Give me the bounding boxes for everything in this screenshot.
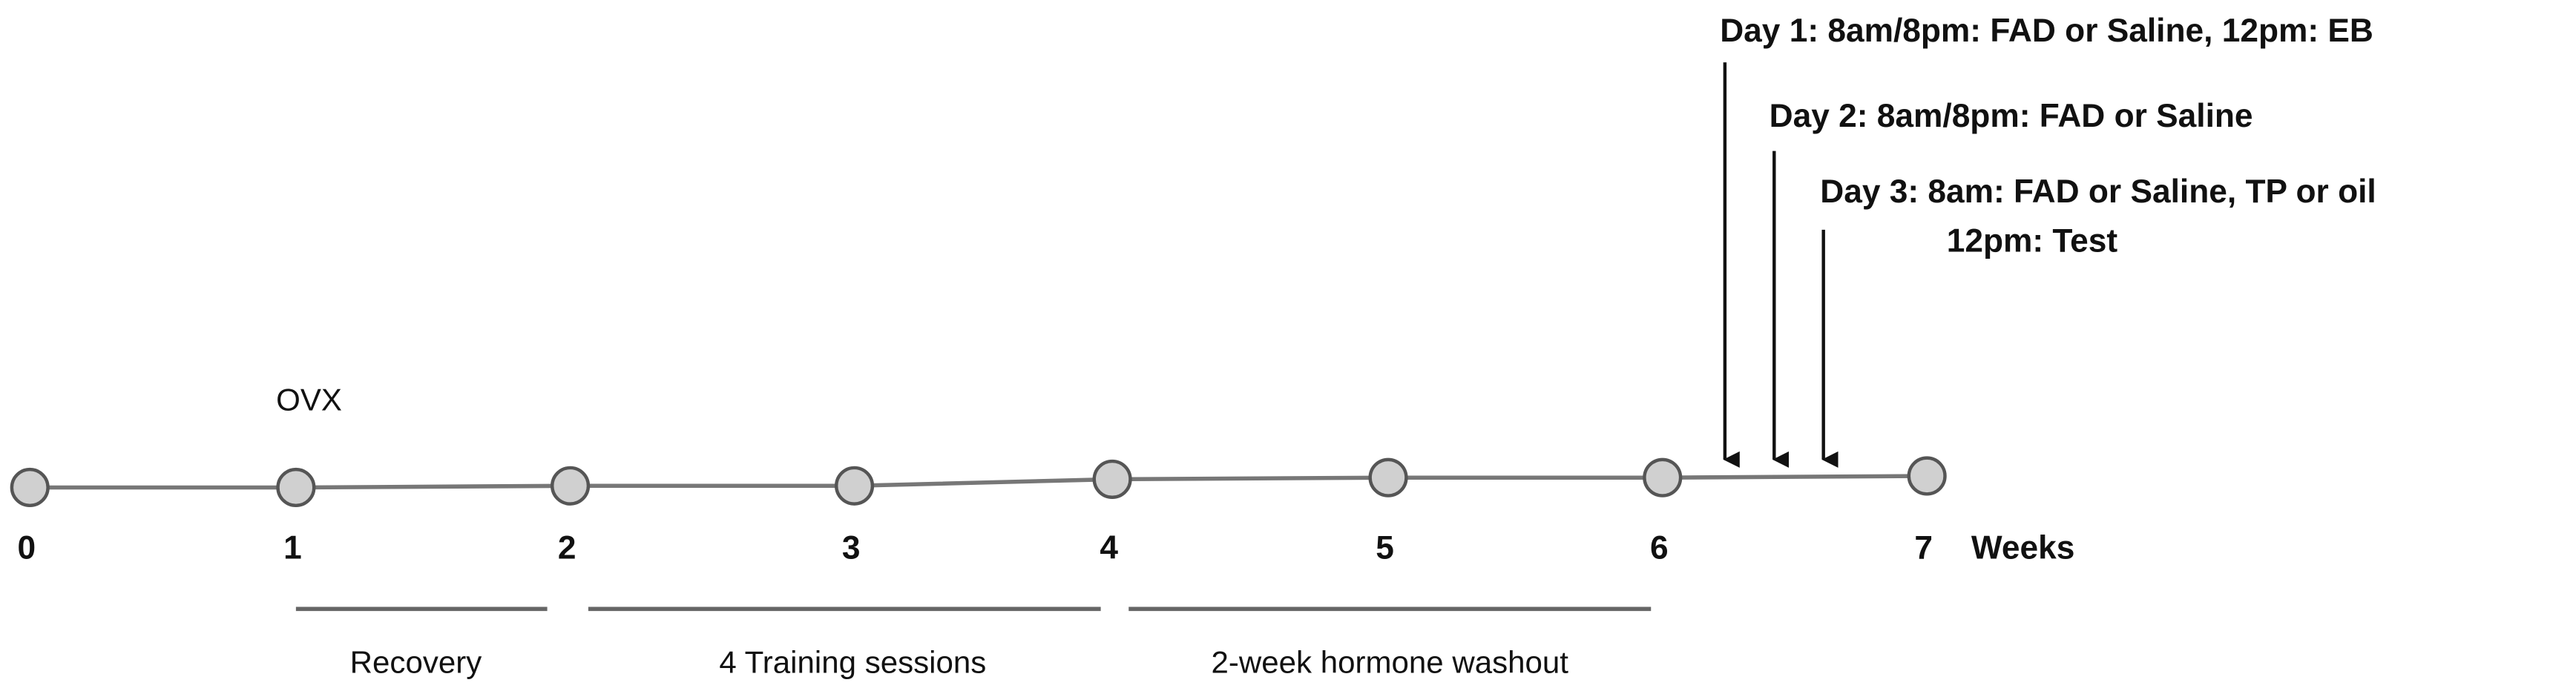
week-node	[834, 466, 875, 506]
week-node	[1907, 456, 1947, 496]
day-note: 12pm: Test	[1947, 222, 2118, 259]
week-node	[1092, 459, 1132, 499]
period-label: 2-week hormone washout	[1212, 645, 1569, 680]
week-node	[551, 466, 591, 506]
week-label: 6	[1650, 529, 1669, 566]
week-node	[1643, 457, 1683, 497]
week-label: 5	[1376, 529, 1394, 566]
week-label: 2	[558, 529, 576, 566]
week-node	[1368, 457, 1408, 497]
timeline-line	[30, 474, 1928, 490]
day-note: Day 1: 8am/8pm: FAD or Saline, 12pm: EB	[1720, 13, 2373, 49]
day-note: Day 2: 8am/8pm: FAD or Saline	[1770, 98, 2253, 134]
week-label: 3	[842, 529, 861, 566]
day-note: Day 3: 8am: FAD or Saline, TP or oil	[1820, 173, 2376, 210]
period-label: 4 Training sessions	[719, 645, 986, 680]
week-node	[276, 467, 316, 508]
unit-label: Weeks	[1971, 529, 2074, 566]
week-label: 7	[1914, 529, 1933, 566]
week-label: 4	[1100, 529, 1118, 566]
event-label: OVX	[276, 382, 342, 417]
week-node	[10, 467, 50, 508]
week-label: 0	[18, 529, 36, 566]
period-label: Recovery	[350, 645, 482, 680]
week-label: 1	[283, 529, 302, 566]
